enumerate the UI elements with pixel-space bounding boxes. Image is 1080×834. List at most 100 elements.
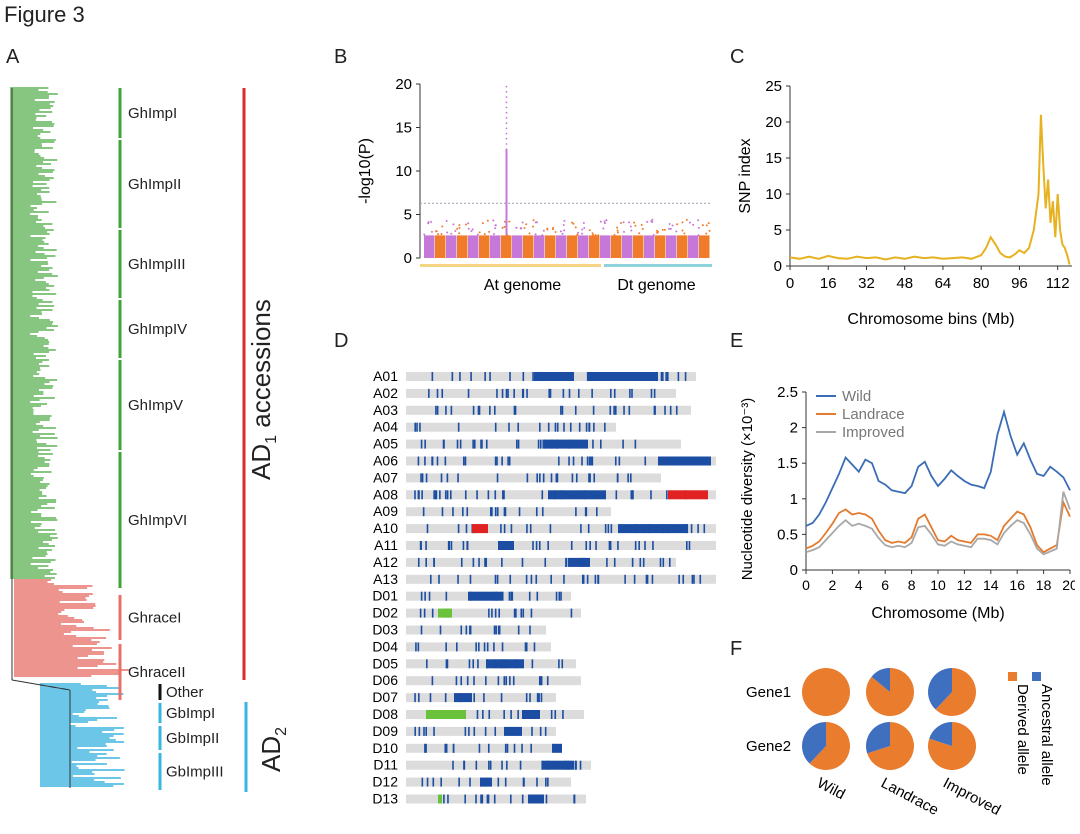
peak-point [505,111,508,114]
chromosome-block [568,557,590,567]
manhattan-block [501,235,512,258]
at-genome-label: At genome [484,277,561,294]
group-label-ghimpii: GhImpII [128,176,181,193]
chromosome-tick [688,541,691,550]
chromosome-tick [529,693,531,703]
x-tick-label: 0 [786,275,794,292]
chromosome-tick [540,676,543,686]
chromosome-tick [522,608,525,618]
manhattan-block [600,235,611,258]
manhattan-point [622,230,625,233]
chromosome-tick [530,574,533,584]
chromosome-tick [433,557,435,567]
peak-point [505,85,508,88]
chromosome-tick [501,591,504,601]
x-tick-label: 16 [820,275,837,292]
chromosome-tick [465,524,468,534]
chromosome-tick [472,557,475,567]
chromosome-tick [476,490,478,500]
series-line-landrace [805,499,1071,554]
chromosome-tick [463,760,466,770]
panel-label-f: F [730,638,743,660]
chromosome-tick [415,642,417,652]
chromosome-tick [440,473,443,483]
chromosome-tick [570,541,573,550]
chromosome-tick [562,388,565,398]
chromosome-tick [425,557,427,567]
chromosome-tick [547,422,550,432]
manhattan-point [515,226,518,229]
chromosome-tick [488,760,490,770]
chromosome-tick [432,777,435,787]
chromosome-tick [473,693,475,703]
pie-slice [802,668,850,716]
chromosome-tick [452,760,454,770]
chromosome-tick [585,541,588,550]
chromosome-tick [418,693,420,703]
chromosome-tick [624,574,626,584]
chromosome-tick [480,439,482,449]
chromosome-tick [473,439,476,449]
manhattan-block [655,235,666,258]
peak-point [505,143,508,145]
chromosome-tick [448,541,451,550]
chromosome-tick [532,541,534,550]
chromosome-tick [558,659,560,669]
chromosome-tick [428,388,430,398]
manhattan-point [616,226,619,229]
chromosome-tick [436,405,439,415]
chromosome-bar [406,693,556,703]
y-tick-label: 5 [404,207,412,224]
chromosome-tick [544,726,547,736]
peak-point [505,148,508,151]
chromosome-tick [691,574,694,584]
manhattan-point [652,234,655,237]
chromosome-tick [521,794,524,804]
chromosome-tick [477,659,479,669]
chromosome-tick [440,777,442,787]
manhattan-point [488,230,491,233]
chromosome-tick [592,439,594,449]
group-label: Landrace [878,775,941,819]
chromosome-tick [550,574,552,584]
manhattan-block [644,235,655,258]
chromosome-label: A03 [373,402,398,418]
chromosome-tick [607,524,610,534]
chromosome-block [454,693,472,703]
chromosome-tick [497,625,500,635]
manhattan-point [478,231,481,234]
y-tick-label: 15 [765,150,782,167]
chromosome-tick [484,557,486,567]
manhattan-point [423,233,426,236]
chromosome-tick [547,541,549,550]
manhattan-point [583,227,586,230]
x-tick-label: 18 [1036,577,1052,593]
chromosome-tick [450,541,453,550]
manhattan-point [616,229,619,232]
chromosome-block [426,710,466,719]
manhattan-point [508,220,511,223]
chromosome-tick [424,591,426,601]
manhattan-block [688,235,699,258]
chromosome-bar [406,726,556,736]
manhattan-point [503,220,506,223]
chromosome-tick [414,490,416,500]
chromosome-tick [456,642,458,652]
manhattan-point [467,222,470,225]
chromosome-tick [478,743,481,753]
chromosome-tick [494,726,497,736]
manhattan-block [633,235,644,258]
manhattan-block [578,235,589,258]
chromosome-tick [653,388,656,398]
chromosome-tick [508,591,511,601]
chromosome-tick [555,591,558,601]
manhattan-point [591,232,594,235]
chromosome-tick [491,608,493,618]
chromosome-tick [481,439,483,449]
gene-label: Gene2 [746,738,791,755]
chromosome-tick [425,726,428,736]
chromosome-tick [520,608,523,618]
manhattan-point [594,234,597,237]
chromosome-tick [558,591,561,601]
chromosome-tick [466,507,469,517]
